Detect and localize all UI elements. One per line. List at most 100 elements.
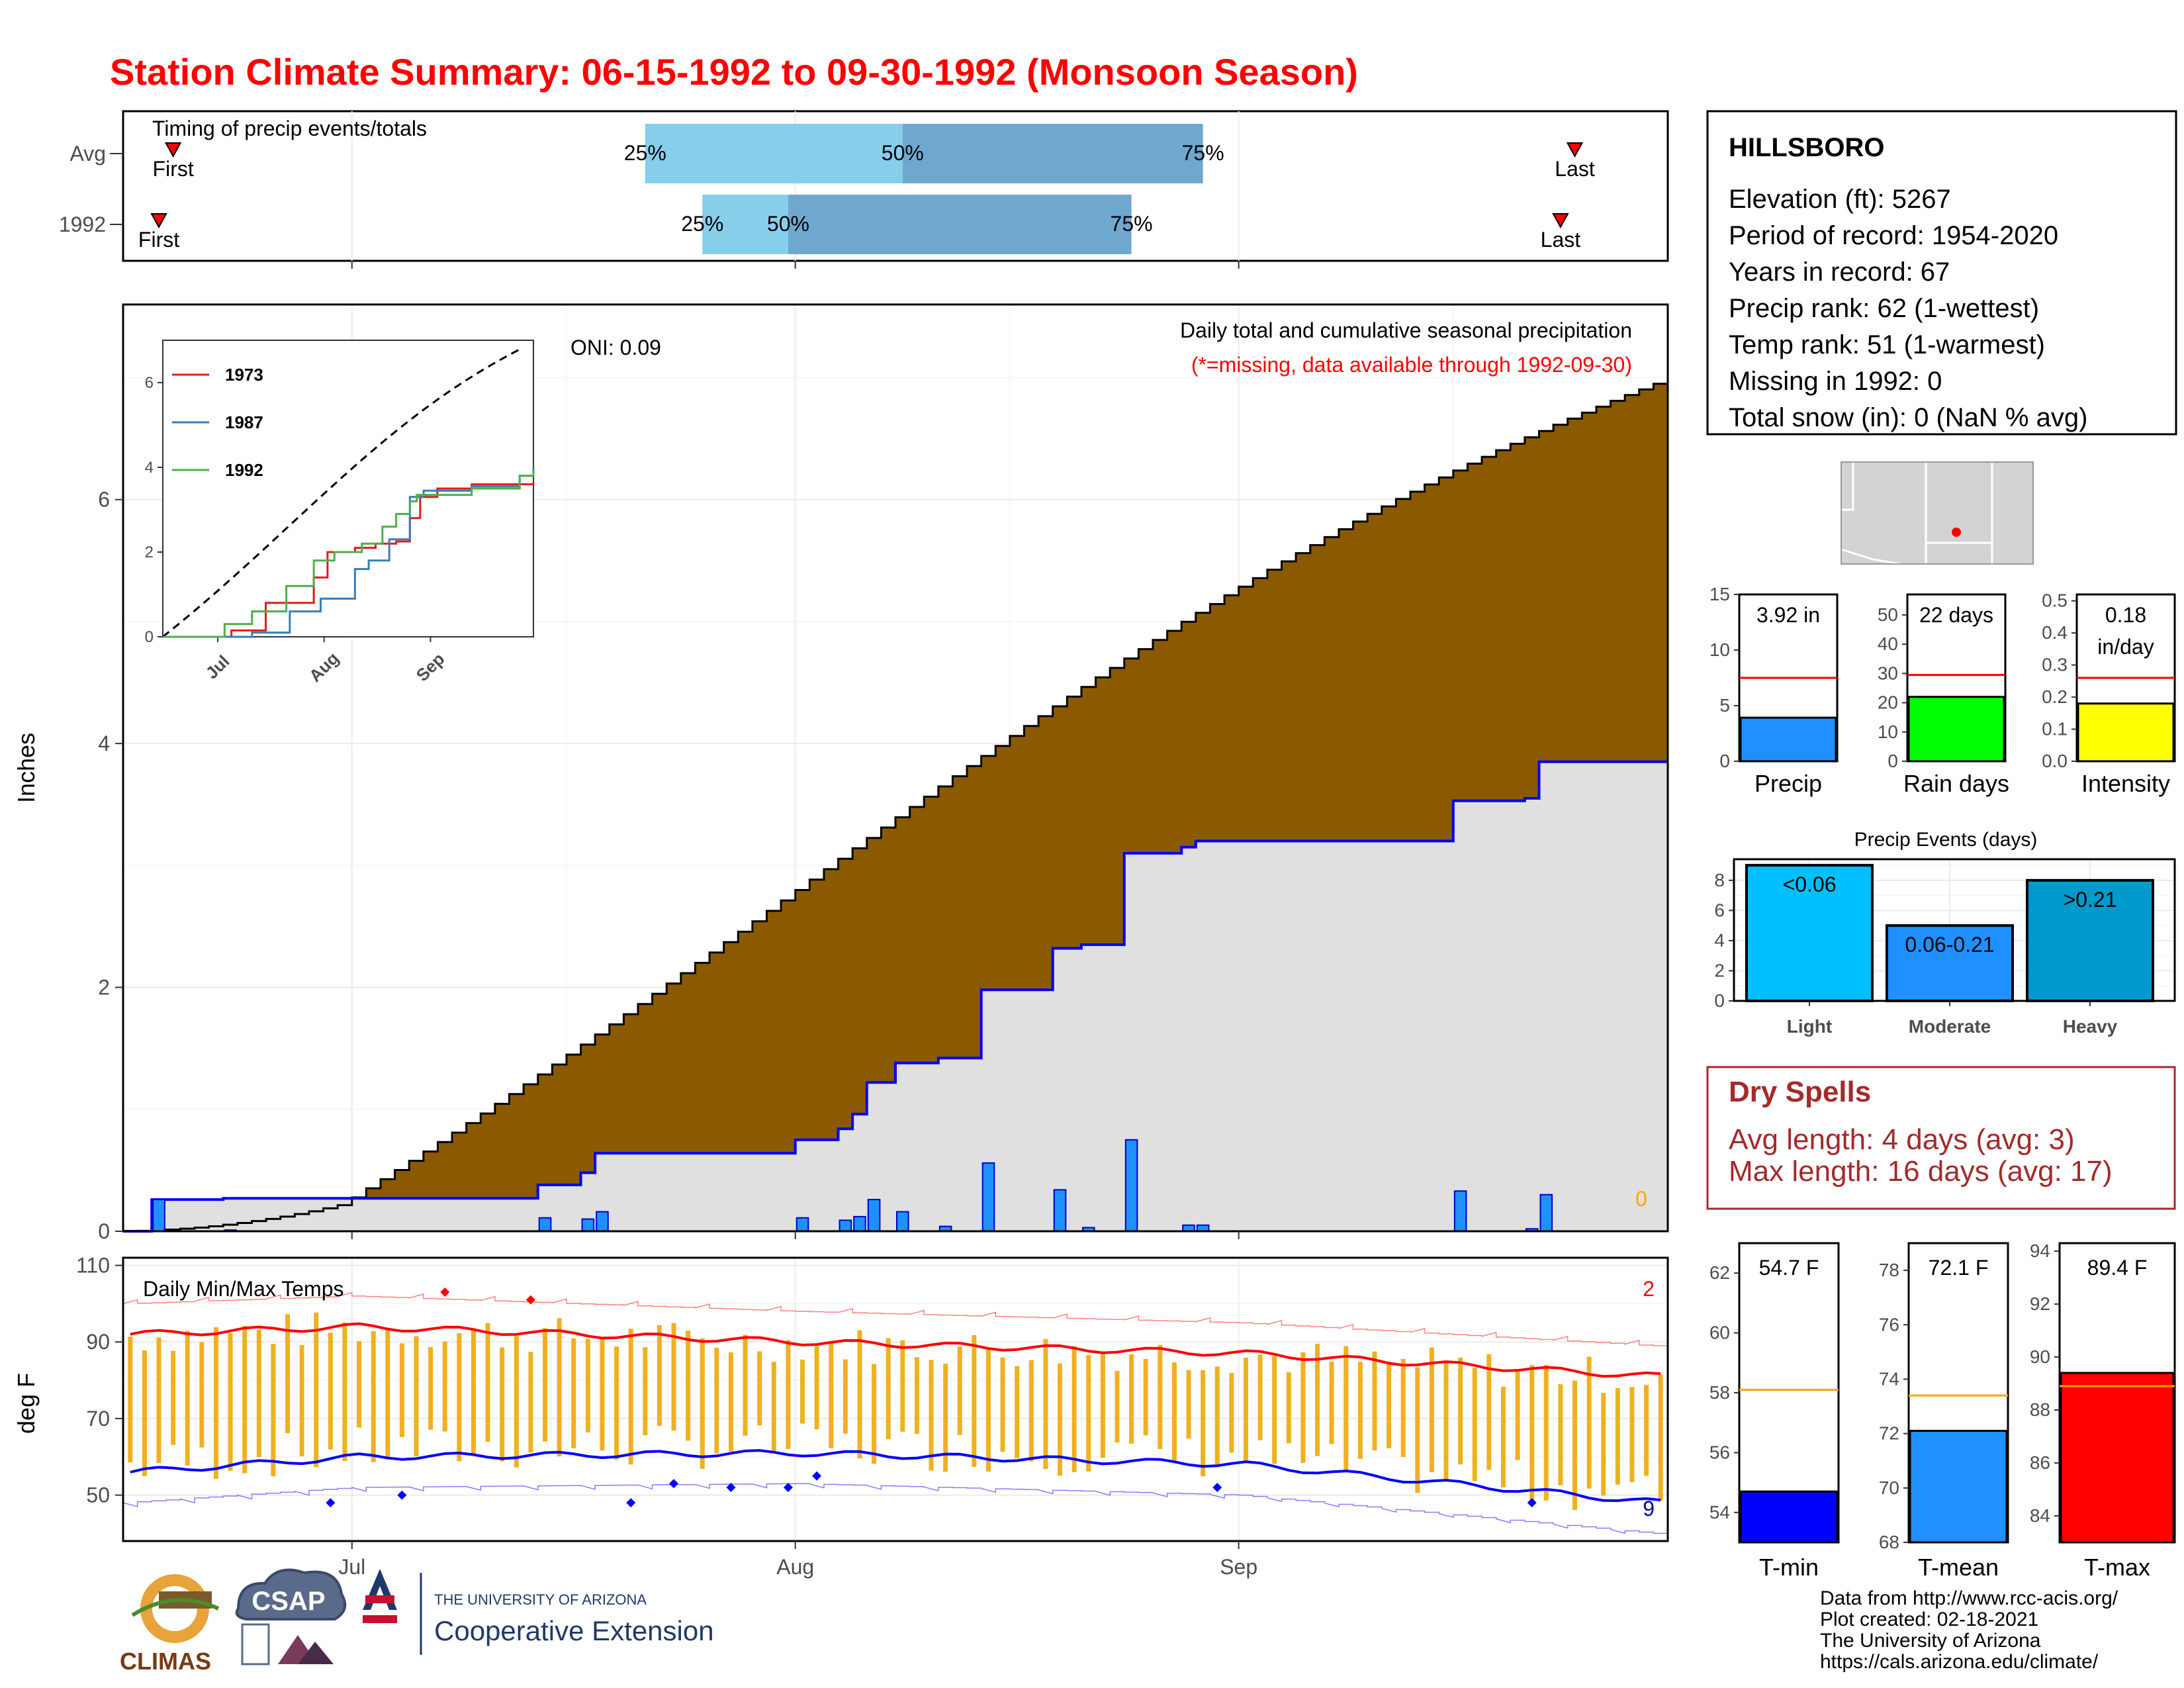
temp-daily-bar-75 — [1201, 1370, 1206, 1477]
temp-daily-bar-3 — [171, 1350, 176, 1445]
timing-p25-Avg: 25% — [624, 141, 666, 165]
precip-y-axis-label: Inches — [13, 733, 40, 803]
station-line-2: Years in record: 67 — [1729, 258, 1950, 287]
timing-p50-Avg: 50% — [882, 141, 924, 165]
temp-daily-bar-96 — [1500, 1386, 1506, 1487]
temp-daily-bar-74 — [1186, 1370, 1191, 1439]
temp-daily-bar-52 — [872, 1364, 877, 1464]
temp-daily-bar-9 — [256, 1329, 261, 1458]
temp-daily-bar-61 — [1000, 1357, 1005, 1452]
mini-chart-rain-days: 22 days 0 10 20 30 40 50 Rain days — [1878, 593, 2009, 797]
station-line-4: Temp rank: 51 (1-warmest) — [1729, 330, 2045, 359]
temp-daily-bar-31 — [571, 1338, 576, 1448]
temp-daily-bar-24 — [471, 1329, 476, 1454]
temp-daily-bar-76 — [1214, 1366, 1220, 1466]
temp-daily-bar-91 — [1429, 1347, 1434, 1473]
inset-series-line-1992 — [163, 471, 535, 638]
temp-daily-bar-8 — [242, 1325, 248, 1474]
temp-daily-bar-15 — [342, 1322, 347, 1462]
mini-chart-intensity: 0.18 in/day 0.0 0.1 0.2 0.3 0.4 0.5 Intensity — [2042, 590, 2176, 797]
mini-y-tick-label-0.2: 0.2 — [2042, 686, 2068, 707]
mini-y-tick-label-0: 0 — [1888, 751, 1898, 771]
inset-avg-dashed-line — [162, 348, 520, 638]
temp-summary-y-tick-label-68: 68 — [1879, 1532, 1899, 1552]
temp-daily-bar-42 — [728, 1352, 733, 1452]
mini-y-tick-label-10: 10 — [1878, 722, 1898, 742]
temp-daily-bar-100 — [1558, 1384, 1563, 1485]
temp-daily-bar-84 — [1329, 1362, 1334, 1444]
mini-chart-bar — [2077, 702, 2175, 763]
station-info: HILLSBORO Elevation (ft): 5267 Period of … — [1706, 110, 2177, 436]
mini-y-tick-label-5: 5 — [1719, 695, 1730, 716]
events-bar-label-heavy: >0.21 — [2064, 888, 2117, 912]
events-y-tick-label-0: 0 — [1714, 990, 1725, 1011]
temp-daily-bar-23 — [457, 1333, 462, 1462]
inset-y-tick-label-2: 2 — [145, 543, 154, 561]
temp-daily-bar-46 — [786, 1340, 791, 1449]
missing-count: 0 — [1635, 1187, 1647, 1211]
station-info-frame — [1706, 110, 2177, 436]
record-low-marker-3 — [669, 1479, 679, 1489]
temp-summary-y-tick-label-58: 58 — [1709, 1382, 1730, 1403]
temp-daily-bar-40 — [700, 1338, 705, 1469]
temp-daily-bar-92 — [1443, 1360, 1449, 1481]
temp-daily-bar-82 — [1300, 1352, 1306, 1463]
temp-daily-bar-56 — [929, 1360, 934, 1471]
temp-daily-bar-77 — [1229, 1373, 1234, 1453]
temp-daily-bar-22 — [442, 1341, 447, 1432]
temp-daily-bar-36 — [643, 1347, 648, 1436]
inset-series-line-1973 — [163, 482, 535, 638]
temp-daily-bar-62 — [1015, 1366, 1020, 1458]
events-category-moderate: Moderate — [1909, 1016, 1991, 1037]
temp-daily-bar-7 — [228, 1333, 233, 1471]
daily-precip-bar-06-17 — [152, 1199, 165, 1232]
daily-precip-bar-07-14 — [538, 1217, 552, 1232]
inset-legend-label-1987: 1987 — [225, 412, 263, 432]
temp-daily-bar-95 — [1486, 1354, 1492, 1470]
temp-summary-t-max: 89.4 F 84 86 88 90 92 94 T-max — [2030, 1241, 2176, 1581]
temp-daily-bar-72 — [1158, 1344, 1163, 1449]
temp-y-tick-label-50: 50 — [86, 1483, 110, 1507]
missing-note: (*=missing, data available through 1992-… — [1191, 353, 1632, 377]
mini-chart-value: 22 days — [1919, 603, 1993, 627]
locator-map — [1841, 461, 2034, 565]
footer-credits: Data from http://www.rcc-acis.org/ Plot … — [1820, 1587, 2118, 1673]
timing-row-avg-label: Avg — [69, 142, 106, 165]
record-low-marker-2 — [626, 1498, 636, 1508]
temp-daily-bar-11 — [285, 1314, 291, 1433]
temp-daily-bar-106 — [1644, 1385, 1649, 1476]
temp-daily-bar-67 — [1086, 1354, 1091, 1472]
temp-summary-y-tick-label-54: 54 — [1709, 1502, 1730, 1523]
events-panel-frame — [1733, 858, 2176, 1002]
ua-line-1: THE UNIVERSITY OF ARIZONA — [434, 1591, 647, 1608]
figure-title: Station Climate Summary: 06-15-1992 to 0… — [110, 51, 1358, 93]
record-low-marker-7 — [1212, 1483, 1222, 1493]
temp-daily-bar-21 — [428, 1347, 433, 1430]
events-bar-moderate — [1886, 924, 2014, 1002]
temp-daily-bar-98 — [1529, 1365, 1535, 1500]
temp-summary-value: 89.4 F — [2087, 1256, 2148, 1280]
temp-daily-bar-25 — [485, 1323, 490, 1442]
timing-marker-last-1992 — [1552, 213, 1569, 229]
temp-daily-bar-49 — [829, 1341, 834, 1448]
temp-summary-value: 54.7 F — [1759, 1256, 1819, 1280]
temp-summary-y-tick-label-56: 56 — [1709, 1442, 1730, 1462]
temp-daily-bar-28 — [528, 1352, 533, 1453]
temp-daily-bar-105 — [1629, 1387, 1635, 1483]
events-title: Precip Events (days) — [1854, 829, 2038, 851]
dry-spells: Dry Spells Avg length: 4 days (avg: 3) M… — [1706, 1066, 2176, 1210]
temp-daily-bar-93 — [1458, 1357, 1463, 1465]
temp-daily-bar-57 — [943, 1363, 948, 1472]
temp-daily-bar-17 — [371, 1331, 376, 1462]
events-y-tick-label-2: 2 — [1714, 960, 1725, 980]
avg-cumulative-step-line — [122, 383, 1668, 1233]
temp-daily-bar-99 — [1543, 1365, 1549, 1501]
temp-daily-bar-38 — [671, 1323, 676, 1431]
dry-spells-frame — [1706, 1066, 2176, 1210]
daily-precip-bar-08-01 — [796, 1217, 809, 1232]
station-line-3: Precip rank: 62 (1-wettest) — [1729, 294, 2039, 323]
timing-label: Timing of precip events/totals — [152, 117, 427, 140]
events-y-tick-label-4: 4 — [1714, 930, 1725, 951]
temp-daily-bar-33 — [600, 1338, 605, 1451]
precip-panel-frame — [122, 303, 1669, 1233]
